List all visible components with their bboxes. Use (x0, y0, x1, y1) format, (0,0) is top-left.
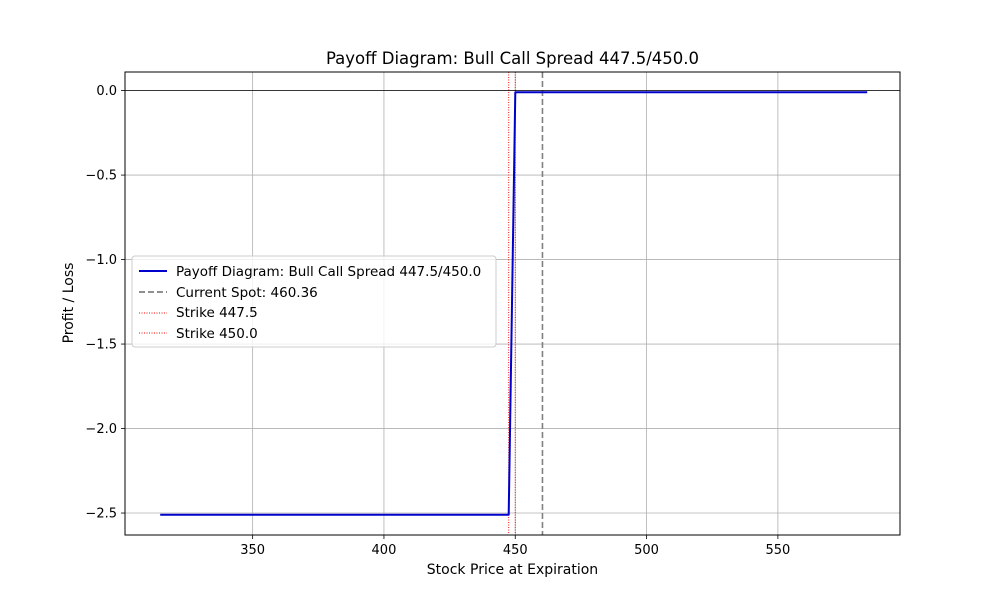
y-tick-label: 0.0 (96, 84, 117, 99)
legend-box (131, 255, 497, 348)
x-tick-label: 450 (503, 543, 528, 558)
payoff-line (160, 91, 868, 516)
legend: Payoff Diagram: Bull Call Spread 447.5/4… (131, 255, 497, 348)
x-axis-label: Stock Price at Expiration (427, 562, 598, 578)
legend-label-strike-high: Strike 450.0 (176, 326, 258, 342)
y-axis-label: Profit / Loss (61, 263, 77, 344)
y-tick-label: −2.0 (85, 422, 117, 437)
y-axis-ticks: 0.0 −0.5 −1.0 −1.5 −2.0 −2.5 (85, 84, 125, 522)
x-tick-label: 400 (372, 543, 397, 558)
y-tick-label: −2.5 (85, 507, 117, 522)
chart-title: Payoff Diagram: Bull Call Spread 447.5/4… (326, 49, 699, 68)
y-tick-label: −1.5 (85, 338, 117, 353)
x-tick-label: 550 (765, 543, 790, 558)
series-lines (160, 91, 868, 516)
plot-frame (124, 71, 901, 536)
legend-label-spot: Current Spot: 460.36 (176, 285, 318, 301)
y-tick-label: −0.5 (85, 169, 117, 184)
x-tick-label: 350 (240, 543, 265, 558)
x-tick-label: 500 (634, 543, 659, 558)
x-axis-ticks: 350 400 450 500 550 (240, 535, 790, 558)
legend-label-payoff: Payoff Diagram: Bull Call Spread 447.5/4… (176, 264, 481, 280)
legend-label-strike-low: Strike 447.5 (176, 305, 258, 321)
y-tick-label: −1.0 (85, 253, 117, 268)
